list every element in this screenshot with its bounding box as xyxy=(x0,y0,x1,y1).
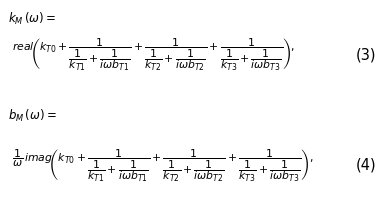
Text: (4): (4) xyxy=(356,158,376,173)
Text: $\dfrac{1}{\omega}\,\mathit{imag}\!\left(k_{T0}+\dfrac{1}{\dfrac{1}{k_{T1}}+\dfr: $\dfrac{1}{\omega}\,\mathit{imag}\!\left… xyxy=(12,147,313,184)
Text: $b_{M}\,(\omega) =$: $b_{M}\,(\omega) =$ xyxy=(8,108,56,124)
Text: (3): (3) xyxy=(356,48,376,63)
Text: $k_{M}\,(\omega) =$: $k_{M}\,(\omega) =$ xyxy=(8,11,56,27)
Text: $\mathit{real}\!\left(k_{T0}+\dfrac{1}{\dfrac{1}{k_{T1}}+\dfrac{1}{i\omega b_{T1: $\mathit{real}\!\left(k_{T0}+\dfrac{1}{\… xyxy=(12,37,295,73)
